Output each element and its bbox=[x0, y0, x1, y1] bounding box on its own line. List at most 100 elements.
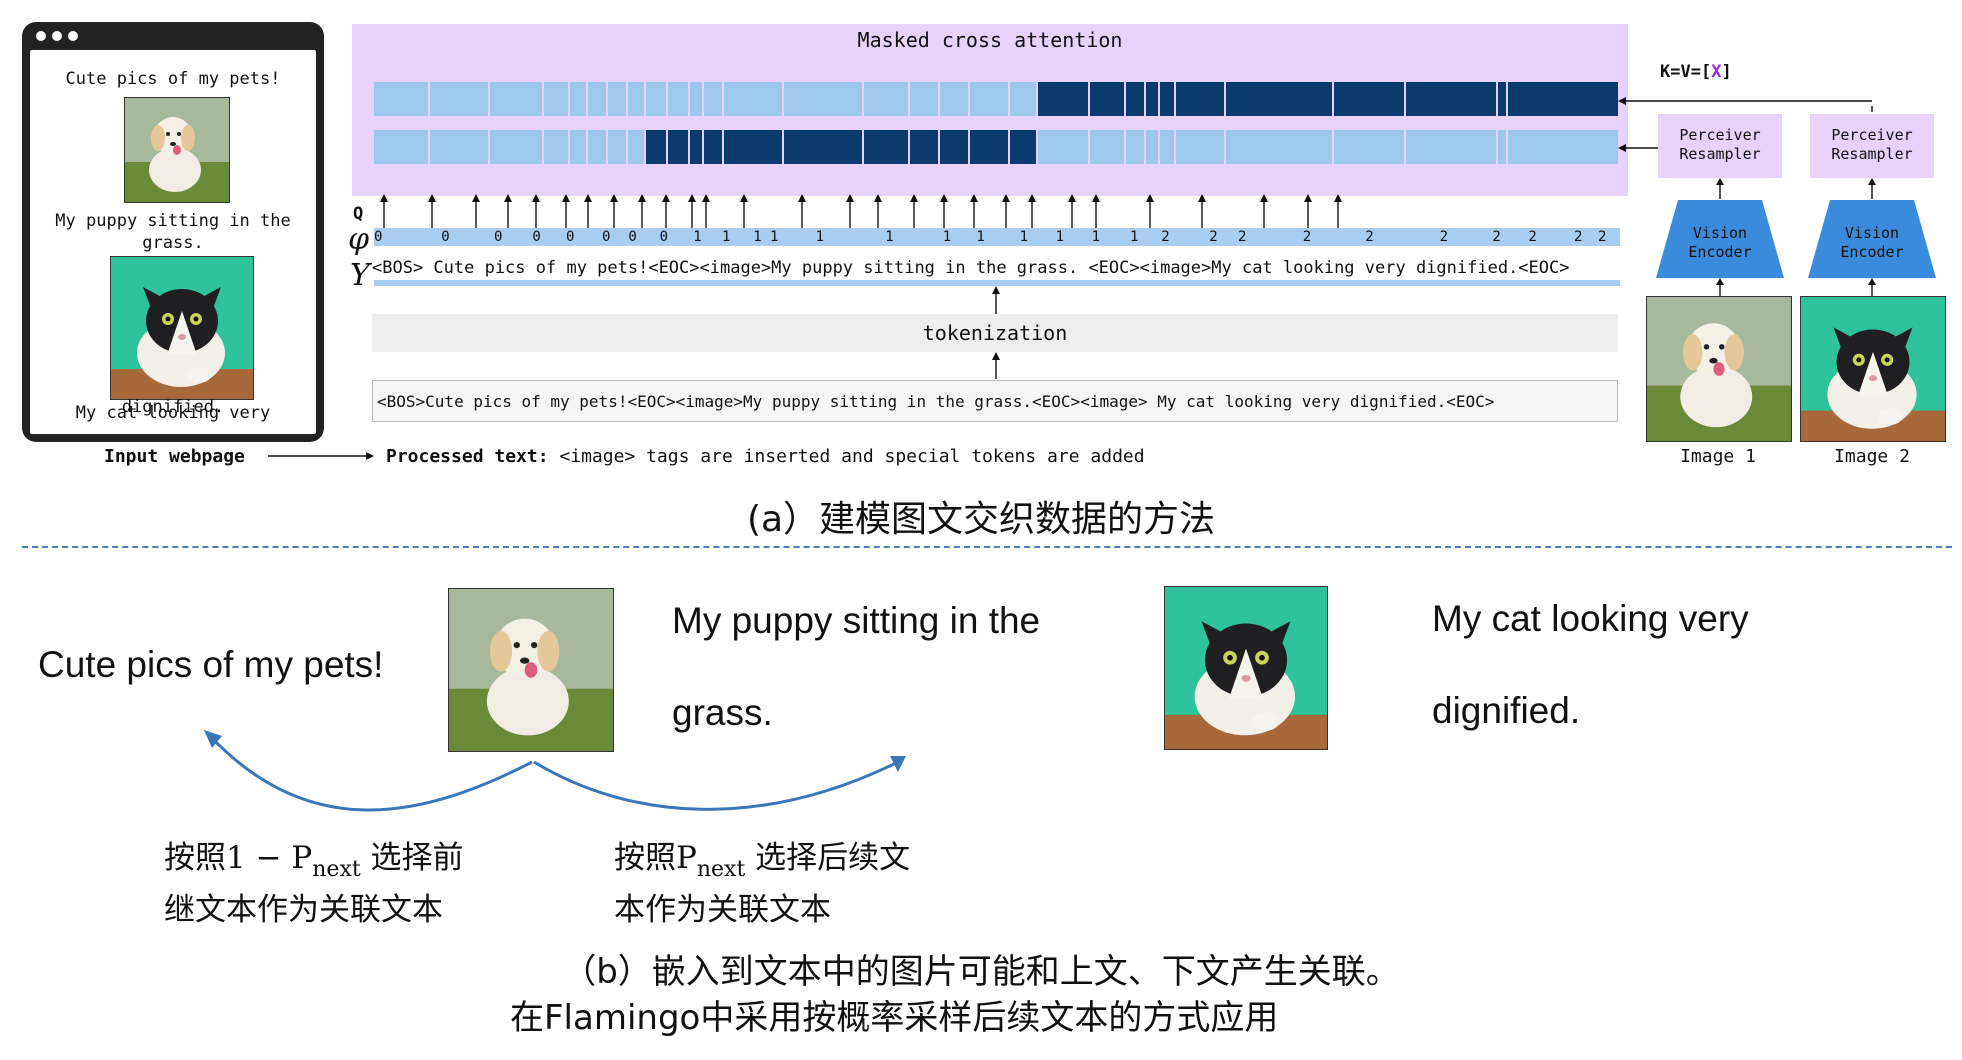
attention-token-cell bbox=[724, 130, 782, 164]
query-arrow-head bbox=[702, 194, 710, 202]
image-1-label: Image 1 bbox=[1680, 446, 1756, 467]
attention-token-cell bbox=[704, 82, 722, 116]
up-arrow-icon bbox=[992, 352, 1000, 379]
attention-token-cell bbox=[646, 130, 666, 164]
attention-token-cell bbox=[1334, 130, 1404, 164]
attention-token-cell bbox=[1038, 130, 1088, 164]
phi-value: 0 bbox=[494, 229, 503, 245]
caption-b-line1: （b）嵌入到文本中的图片可能和上文、下文产生关联。 bbox=[562, 952, 1400, 992]
section-divider bbox=[22, 546, 1952, 548]
attention-token-cell bbox=[1146, 82, 1158, 116]
following-text-1a: My puppy sitting in the bbox=[672, 600, 1041, 641]
attention-token-cell bbox=[430, 130, 488, 164]
attention-token-cell bbox=[608, 130, 626, 164]
phi-value: 0 bbox=[566, 229, 575, 245]
attention-token-cell bbox=[646, 82, 666, 116]
phi-value: 1 bbox=[976, 229, 985, 245]
attention-token-cell bbox=[570, 130, 586, 164]
phi-value: 2 bbox=[1528, 229, 1537, 245]
phi-value: 1 bbox=[1055, 229, 1065, 245]
query-arrow-head bbox=[798, 194, 806, 202]
attention-token-cell bbox=[910, 130, 938, 164]
phi-value: 2 bbox=[1209, 229, 1218, 245]
attention-token-cell bbox=[864, 130, 908, 164]
webpage-text-2b: grass. bbox=[142, 233, 204, 253]
phi-bar bbox=[374, 228, 1620, 246]
attention-token-cell bbox=[1160, 82, 1174, 116]
up-arrow-icon bbox=[1716, 178, 1724, 199]
phi-value: 1 bbox=[722, 229, 731, 245]
query-arrow-head bbox=[638, 194, 646, 202]
phi-value: 0 bbox=[659, 229, 669, 245]
query-arrow-head bbox=[380, 194, 388, 202]
attention-token-cell bbox=[374, 82, 428, 116]
image-2-cat bbox=[1800, 296, 1946, 442]
up-arrow-icon bbox=[1868, 178, 1876, 199]
attention-token-cell bbox=[784, 130, 862, 164]
attention-token-cell bbox=[784, 82, 862, 116]
following-text-2a: My cat looking very bbox=[1432, 598, 1749, 639]
attention-token-cell bbox=[690, 130, 702, 164]
image-1-puppy bbox=[1646, 296, 1792, 442]
webpage-text-2a: My puppy sitting in the bbox=[55, 211, 291, 231]
right-arrow-icon bbox=[268, 452, 374, 460]
following-text-2b: dignified. bbox=[1432, 690, 1581, 731]
puppy-image-b bbox=[448, 588, 614, 752]
phi-value: 2 bbox=[1302, 229, 1312, 245]
attention-token-cell bbox=[1508, 130, 1618, 164]
puppy-image bbox=[124, 97, 230, 203]
preceding-text: Cute pics of my pets! bbox=[38, 644, 384, 685]
phi-value: 0 bbox=[532, 229, 541, 245]
attention-token-cell bbox=[970, 82, 1008, 116]
attention-token-cell bbox=[1090, 130, 1124, 164]
phi-value: 2 bbox=[1492, 229, 1501, 245]
phi-label: φ bbox=[348, 222, 370, 257]
attention-token-cell bbox=[628, 130, 644, 164]
query-arrow-head bbox=[1068, 194, 1076, 202]
caption-b-line2: 在Flamingo中采用按概率采样后续文本的方式应用 bbox=[510, 998, 1279, 1038]
phi-value: 1 bbox=[815, 229, 825, 245]
query-arrow-head bbox=[1198, 194, 1206, 202]
phi-value: 1 bbox=[693, 229, 702, 245]
window-dot-icon bbox=[36, 31, 46, 41]
webpage-text-1: Cute pics of my pets! bbox=[65, 69, 281, 89]
attention-token-cell bbox=[1176, 130, 1224, 164]
attention-token-cell bbox=[704, 130, 722, 164]
cat-image-b bbox=[1164, 586, 1328, 750]
phi-value: 2 bbox=[1161, 229, 1170, 245]
query-arrow-head bbox=[504, 194, 512, 202]
phi-value: 0 bbox=[628, 229, 637, 245]
attention-token-cell bbox=[970, 130, 1008, 164]
attention-token-cell bbox=[940, 130, 968, 164]
up-arrow-icon bbox=[992, 286, 1000, 314]
attention-token-cell bbox=[588, 82, 606, 116]
query-arrow-head bbox=[1260, 194, 1268, 202]
attention-token-cell bbox=[1176, 82, 1224, 116]
attention-token-cell bbox=[1406, 130, 1496, 164]
query-arrow-head bbox=[910, 194, 918, 202]
attention-token-cell bbox=[430, 82, 488, 116]
vision-encoder-1 bbox=[1656, 200, 1784, 278]
query-arrow-head bbox=[970, 194, 978, 202]
attention-token-cell bbox=[1126, 130, 1144, 164]
attention-row-1 bbox=[374, 82, 1620, 116]
attention-token-cell bbox=[374, 130, 428, 164]
attention-token-cell bbox=[1226, 130, 1332, 164]
attention-row-2 bbox=[374, 130, 1620, 164]
attention-token-cell bbox=[668, 130, 688, 164]
input-webpage-mock: Cute pics of my pets! My puppy sitting i… bbox=[22, 22, 324, 442]
association-arrows bbox=[204, 730, 906, 812]
query-arrow-head bbox=[1304, 194, 1312, 202]
vision-encoder-2 bbox=[1808, 200, 1936, 278]
query-arrow-head bbox=[846, 194, 854, 202]
webpage-text-3b: dignified. bbox=[121, 397, 225, 417]
attention-token-cell bbox=[1090, 82, 1124, 116]
phi-value: 2 bbox=[1365, 229, 1374, 245]
left-note: 按照1 − Pnext 选择前 继文本作为关联文本 bbox=[164, 840, 464, 928]
attention-token-cell bbox=[1146, 130, 1158, 164]
caption-a: (a）建模图文交织数据的方法 bbox=[746, 499, 1216, 540]
attention-token-cell bbox=[910, 82, 938, 116]
image-2-label: Image 2 bbox=[1834, 446, 1910, 467]
query-arrow-head bbox=[874, 194, 882, 202]
attention-token-cell bbox=[628, 82, 644, 116]
